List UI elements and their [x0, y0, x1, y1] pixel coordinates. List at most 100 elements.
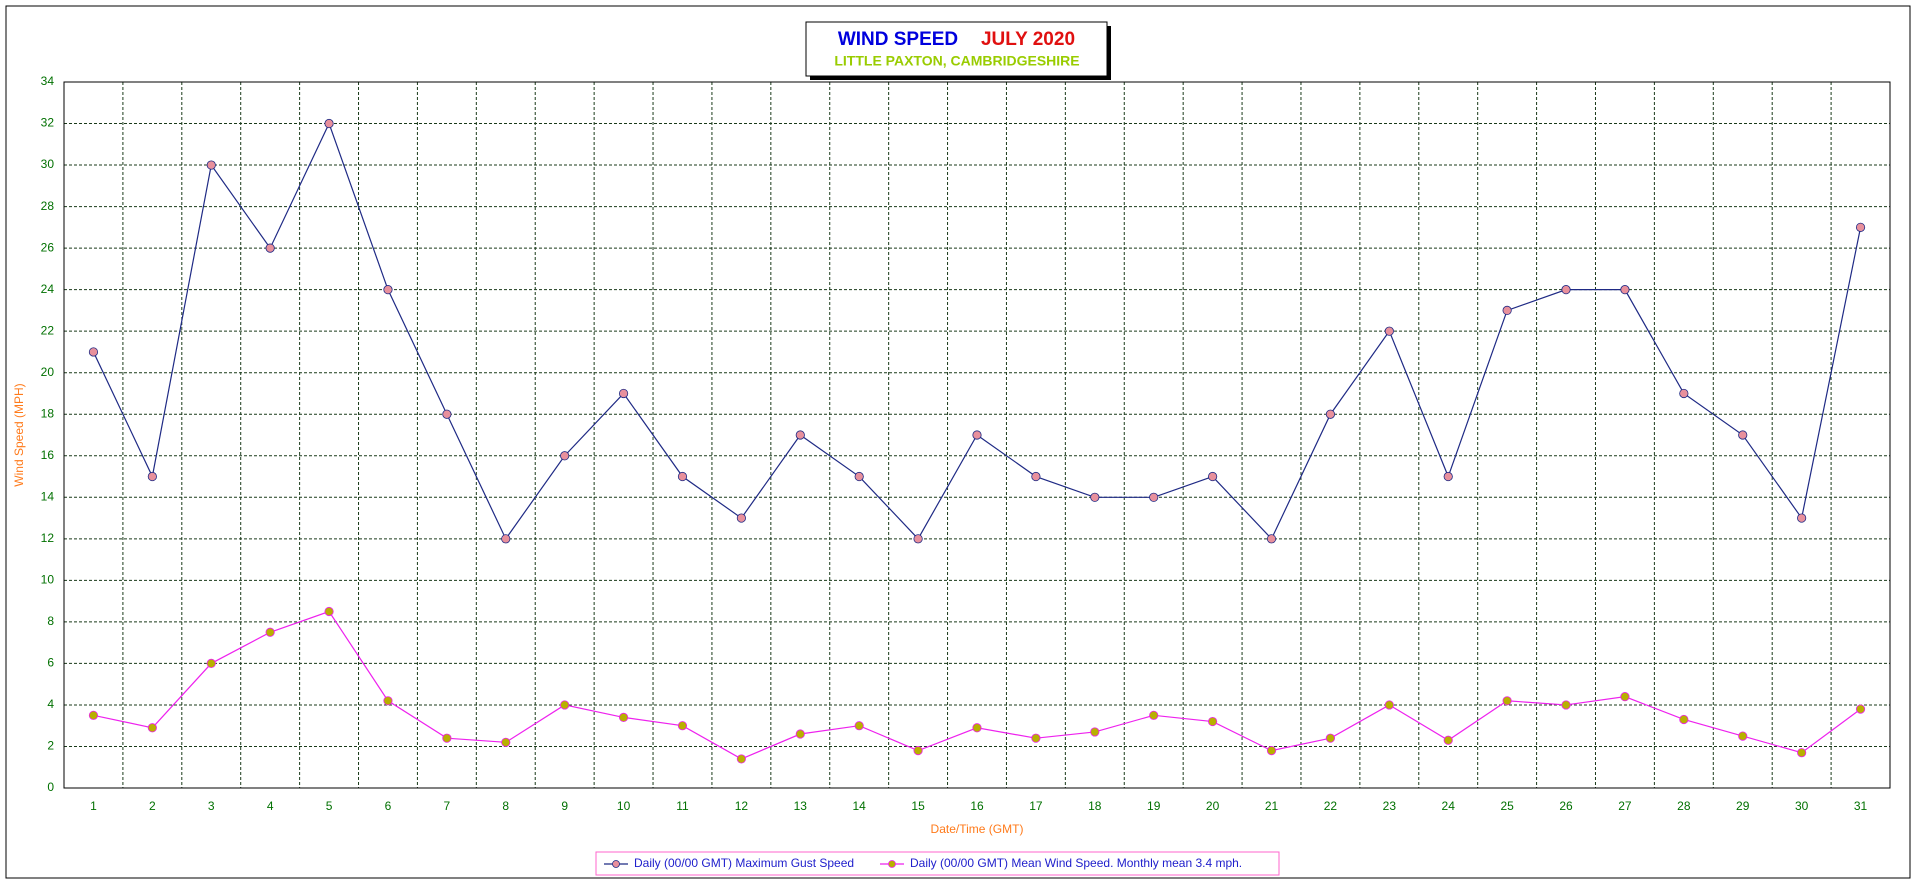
y-tick-label: 28: [41, 199, 55, 213]
x-tick-label: 22: [1324, 799, 1338, 813]
x-tick-label: 29: [1736, 799, 1750, 813]
x-tick-label: 4: [267, 799, 274, 813]
data-point: [1502, 305, 1512, 316]
data-point: [854, 721, 864, 731]
data-point: [1031, 733, 1041, 743]
data-point: [560, 451, 570, 461]
data-point: [206, 160, 216, 170]
data-point: [147, 471, 157, 482]
x-tick-label: 15: [911, 799, 925, 813]
data-point: [1561, 700, 1571, 710]
x-tick-label: 27: [1618, 799, 1632, 813]
data-point: [501, 737, 511, 747]
y-tick-label: 2: [47, 739, 54, 753]
x-tick-label: 28: [1677, 799, 1691, 813]
y-tick-label: 32: [41, 116, 55, 130]
chart-title: WIND SPEED: [838, 29, 958, 50]
data-point: [1090, 727, 1100, 737]
x-tick-label: 9: [561, 799, 568, 813]
y-tick-label: 30: [41, 157, 55, 171]
y-tick-label: 24: [41, 282, 55, 296]
data-point: [1679, 714, 1689, 725]
y-tick-label: 0: [47, 780, 54, 794]
data-point: [1149, 710, 1159, 720]
y-tick-label: 8: [47, 614, 54, 628]
data-point: [1090, 492, 1100, 502]
legend-swatch-marker: [612, 860, 620, 868]
data-point: [1266, 746, 1277, 756]
x-tick-label: 10: [617, 799, 631, 813]
data-point: [795, 729, 805, 739]
data-point: [324, 118, 334, 129]
y-tick-label: 6: [47, 656, 54, 670]
data-point: [1502, 696, 1512, 706]
data-point: [442, 733, 452, 743]
x-tick-label: 20: [1206, 799, 1220, 813]
data-point: [383, 285, 393, 295]
data-point: [383, 696, 393, 706]
y-axis-label: Wind Speed (MPH): [12, 383, 26, 486]
y-tick-label: 20: [41, 365, 55, 379]
y-tick-label: 34: [41, 74, 55, 88]
x-tick-label: 21: [1265, 799, 1279, 813]
data-point: [854, 471, 864, 482]
x-tick-label: 18: [1088, 799, 1102, 813]
legend-label: Daily (00/00 GMT) Mean Wind Speed. Month…: [910, 856, 1242, 870]
x-tick-label: 7: [444, 799, 451, 813]
data-point: [913, 534, 923, 544]
x-tick-label: 11: [676, 799, 689, 813]
x-tick-label: 26: [1559, 799, 1573, 813]
chart-title-date: JULY 2020: [981, 29, 1075, 50]
data-point: [1208, 471, 1218, 482]
legend-box: [595, 851, 1280, 876]
y-tick-label: 22: [41, 323, 55, 337]
data-point: [972, 430, 982, 440]
data-point: [265, 243, 275, 253]
data-point: [795, 430, 805, 440]
x-tick-label: 5: [326, 799, 333, 813]
data-point: [618, 712, 629, 723]
x-tick-label: 6: [385, 799, 392, 813]
data-point: [560, 700, 570, 710]
x-tick-label: 13: [794, 799, 808, 813]
data-point: [677, 471, 688, 482]
x-tick-label: 30: [1795, 799, 1809, 813]
data-point: [1679, 388, 1689, 399]
x-tick-label: 8: [502, 799, 509, 813]
y-tick-label: 4: [47, 697, 54, 711]
x-tick-label: 31: [1854, 799, 1868, 813]
x-axis-label: Date/Time (GMT): [931, 822, 1024, 836]
data-point: [1384, 700, 1394, 710]
data-point: [265, 627, 275, 637]
x-tick-label: 23: [1383, 799, 1397, 813]
data-point: [442, 409, 452, 419]
data-point: [1443, 735, 1453, 745]
y-tick-label: 14: [41, 489, 55, 503]
data-point: [501, 534, 511, 544]
data-point: [1561, 285, 1571, 295]
data-point: [88, 347, 99, 357]
x-tick-label: 1: [90, 799, 97, 813]
data-point: [677, 721, 688, 731]
data-point: [1620, 692, 1630, 702]
data-point: [1443, 471, 1453, 482]
x-tick-label: 24: [1442, 799, 1456, 813]
y-tick-label: 26: [41, 240, 55, 254]
x-tick-label: 3: [208, 799, 215, 813]
data-point: [1620, 285, 1630, 295]
data-point: [736, 513, 746, 523]
data-point: [1738, 731, 1748, 741]
data-point: [1855, 222, 1866, 232]
data-point: [324, 606, 334, 617]
y-tick-label: 10: [41, 573, 55, 587]
data-point: [972, 723, 982, 733]
data-point: [1149, 492, 1159, 502]
x-tick-label: 14: [853, 799, 867, 813]
chart-frame: [5, 5, 1911, 879]
x-tick-label: 2: [149, 799, 156, 813]
x-tick-label: 25: [1500, 799, 1514, 813]
x-tick-label: 19: [1147, 799, 1161, 813]
data-point: [913, 746, 923, 756]
data-point: [736, 754, 746, 764]
